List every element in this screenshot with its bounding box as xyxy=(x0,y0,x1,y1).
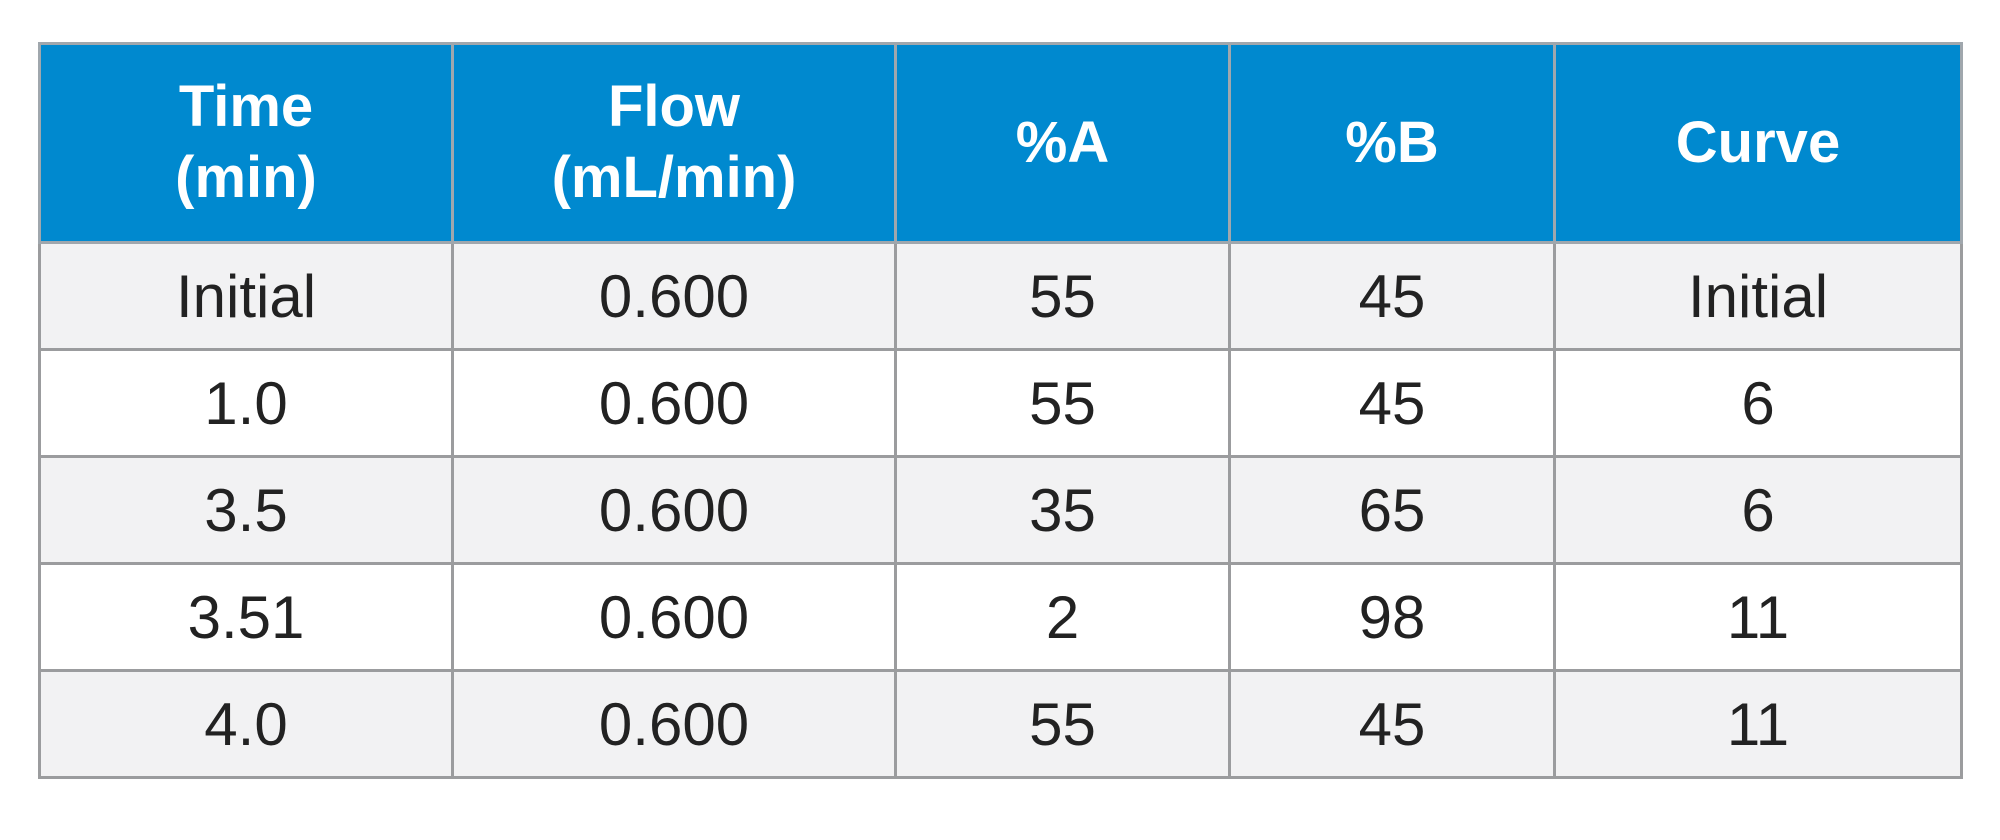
cell-flow: 0.600 xyxy=(451,455,897,565)
cell-time: 3.51 xyxy=(38,562,454,672)
table-row: 3.5 0.600 35 65 6 xyxy=(38,455,1963,565)
gradient-table-container: Time (min) Flow (mL/min) %A %B Curve xyxy=(38,42,1963,779)
header-flow: Flow (mL/min) xyxy=(451,42,897,244)
cell-percent-a: 55 xyxy=(894,348,1231,458)
cell-percent-a: 55 xyxy=(894,241,1231,351)
cell-percent-b: 45 xyxy=(1228,348,1556,458)
header-percent-b: %B xyxy=(1228,42,1556,244)
header-time: Time (min) xyxy=(38,42,454,244)
cell-curve: Initial xyxy=(1553,241,1963,351)
cell-percent-a: 55 xyxy=(894,669,1231,779)
cell-percent-b: 98 xyxy=(1228,562,1556,672)
header-time-line-2: (min) xyxy=(175,145,317,210)
cell-flow: 0.600 xyxy=(451,348,897,458)
cell-percent-a: 2 xyxy=(894,562,1231,672)
header-row: Time (min) Flow (mL/min) %A %B Curve xyxy=(38,42,1963,244)
cell-flow: 0.600 xyxy=(451,669,897,779)
cell-flow: 0.600 xyxy=(451,562,897,672)
cell-curve: 11 xyxy=(1553,562,1963,672)
gradient-table: Time (min) Flow (mL/min) %A %B Curve xyxy=(38,42,1963,779)
cell-time: Initial xyxy=(38,241,454,351)
cell-percent-a: 35 xyxy=(894,455,1231,565)
cell-curve: 6 xyxy=(1553,348,1963,458)
cell-percent-b: 65 xyxy=(1228,455,1556,565)
cell-percent-b: 45 xyxy=(1228,241,1556,351)
header-curve-label: Curve xyxy=(1675,109,1841,175)
cell-flow: 0.600 xyxy=(451,241,897,351)
cell-time: 1.0 xyxy=(38,348,454,458)
header-flow-line-2: (mL/min) xyxy=(551,145,797,210)
header-percent-b-label: %B xyxy=(1345,109,1439,175)
header-time-line-1: Time xyxy=(178,74,314,140)
table-row: 3.51 0.600 2 98 11 xyxy=(38,562,1963,672)
cell-time: 4.0 xyxy=(38,669,454,779)
header-percent-a-label: %A xyxy=(1015,109,1110,175)
table-row: 4.0 0.600 55 45 11 xyxy=(38,669,1963,779)
cell-time: 3.5 xyxy=(38,455,454,565)
cell-percent-b: 45 xyxy=(1228,669,1556,779)
table-row: Initial 0.600 55 45 Initial xyxy=(38,241,1963,351)
cell-curve: 11 xyxy=(1553,669,1963,779)
header-flow-line-1: Flow xyxy=(607,74,741,140)
table-row: 1.0 0.600 55 45 6 xyxy=(38,348,1963,458)
header-curve: Curve xyxy=(1553,42,1963,244)
cell-curve: 6 xyxy=(1553,455,1963,565)
header-percent-a: %A xyxy=(894,42,1231,244)
